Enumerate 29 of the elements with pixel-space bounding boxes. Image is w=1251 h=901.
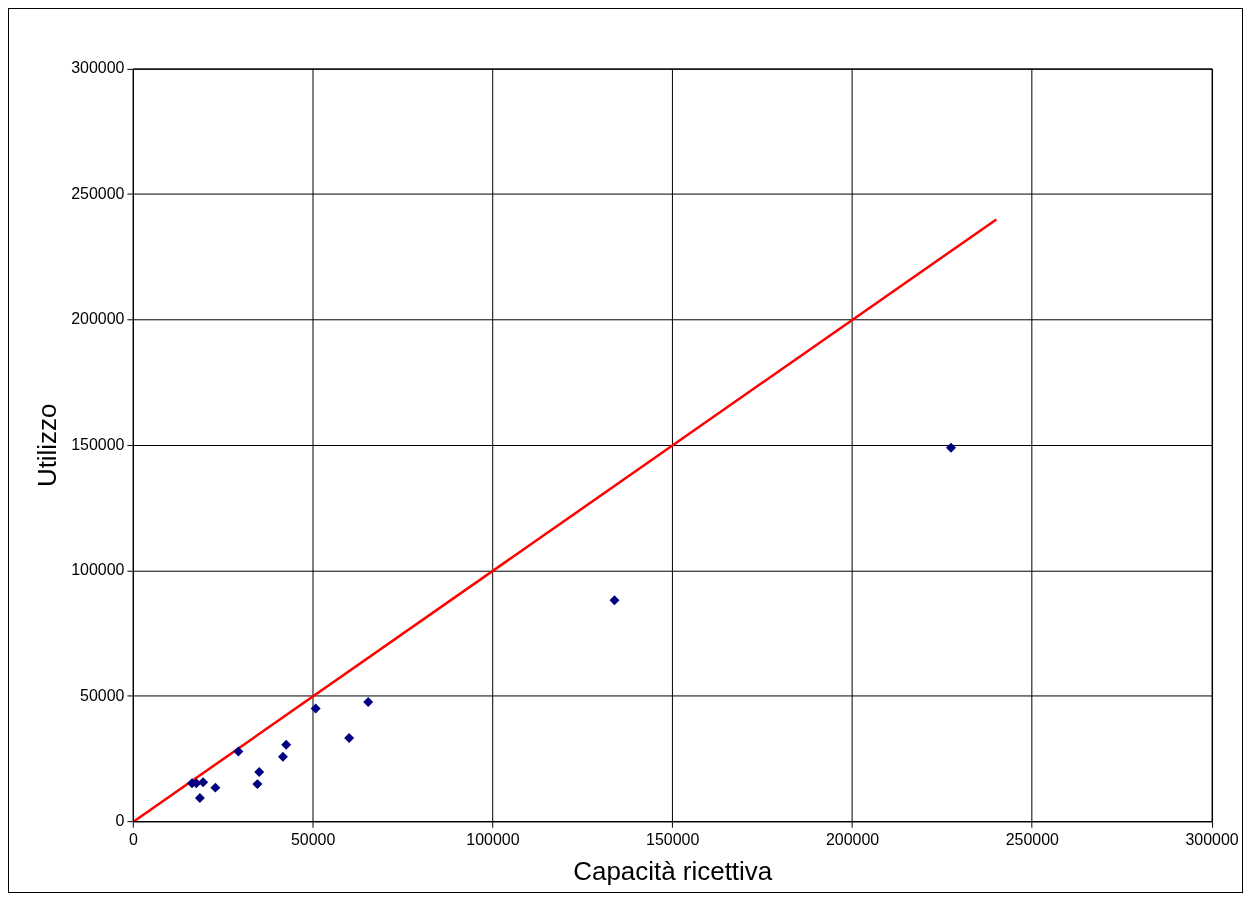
point bbox=[252, 779, 263, 790]
y-tick-label: 200000 bbox=[71, 310, 125, 328]
point bbox=[233, 746, 244, 757]
point bbox=[210, 782, 221, 793]
y-tick-label: 300000 bbox=[71, 59, 125, 77]
point bbox=[344, 732, 355, 743]
x-tick-label: 150000 bbox=[646, 830, 700, 848]
x-tick-label: 200000 bbox=[825, 830, 880, 848]
y-tick-label: 50000 bbox=[80, 686, 125, 704]
x-tick-label: 250000 bbox=[1005, 830, 1060, 848]
y-tick-label: 250000 bbox=[71, 184, 125, 202]
y-tick-label: 0 bbox=[115, 812, 125, 830]
point bbox=[281, 739, 292, 750]
x-tick-label: 100000 bbox=[466, 830, 520, 848]
x-axis-title: Capacità ricettiva bbox=[573, 856, 773, 885]
point bbox=[609, 595, 620, 606]
y-tick-label: 150000 bbox=[71, 435, 125, 453]
point bbox=[194, 792, 205, 803]
point bbox=[310, 703, 321, 714]
point bbox=[363, 697, 374, 708]
x-tick-label: 300000 bbox=[1185, 830, 1239, 848]
point bbox=[254, 767, 265, 778]
point bbox=[277, 751, 288, 762]
y-tick-label: 100000 bbox=[71, 561, 125, 579]
y-axis-title: Utilizzo bbox=[32, 403, 61, 488]
point bbox=[198, 777, 209, 788]
x-tick-label: 50000 bbox=[290, 830, 336, 848]
point bbox=[946, 442, 956, 453]
x-tick-label: 0 bbox=[128, 830, 138, 848]
